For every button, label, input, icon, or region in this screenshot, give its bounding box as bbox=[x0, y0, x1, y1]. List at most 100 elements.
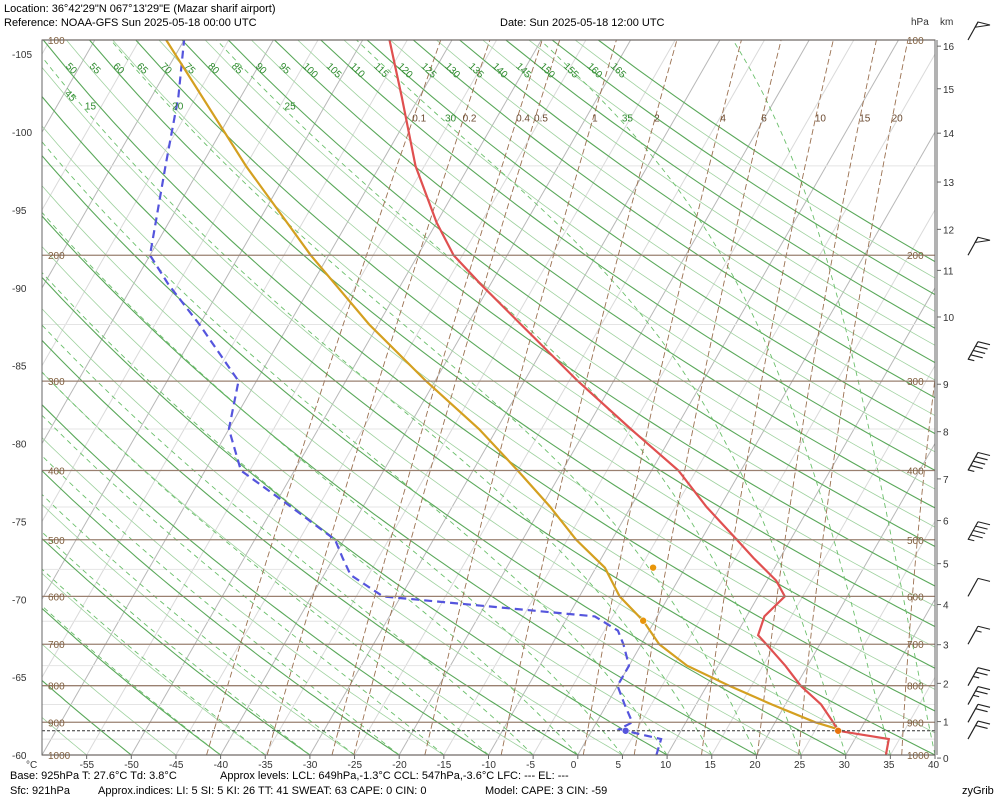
moist-adiabat-line bbox=[42, 141, 668, 755]
isotherm-line bbox=[398, 40, 810, 755]
model-cape-cin: Model: CAPE: 3 CIN: -59 bbox=[485, 785, 608, 797]
wind-barb-staff bbox=[967, 720, 979, 740]
moist-adiabat-line bbox=[42, 56, 713, 755]
dry-adiabat-line bbox=[42, 716, 87, 755]
dry-adiabat-line bbox=[42, 95, 935, 755]
left-temp-label: -85 bbox=[12, 362, 27, 373]
dry-adiabat-label: 65 bbox=[134, 61, 150, 77]
mixing-ratio-line bbox=[266, 40, 491, 755]
mixing-ratio-line bbox=[353, 40, 561, 755]
dry-adiabat-line bbox=[42, 66, 935, 734]
moist-adiabat-label: 15 bbox=[85, 101, 97, 112]
dry-adiabat-line bbox=[112, 40, 935, 648]
x-tick-label: 20 bbox=[749, 760, 761, 771]
isotherm-line bbox=[755, 442, 935, 755]
moist-adiabat-label: 20 bbox=[172, 101, 184, 112]
wind-barb-half bbox=[975, 630, 982, 633]
dry-adiabat-line bbox=[551, 40, 935, 296]
km-tick-label: 2 bbox=[943, 679, 949, 690]
pressure-label-left: 400 bbox=[48, 466, 65, 477]
x-tick-label: -35 bbox=[258, 760, 273, 771]
km-tick-label: 1 bbox=[943, 718, 949, 729]
dry-adiabat-line bbox=[42, 607, 221, 755]
moist-adiabat-label: 35 bbox=[622, 113, 634, 124]
wind-barb bbox=[967, 521, 991, 542]
mixing-ratio-label: 15 bbox=[859, 113, 871, 124]
isotherm-line bbox=[42, 40, 319, 523]
moist-adiabat-line bbox=[42, 493, 355, 755]
moist-adiabat-line bbox=[216, 40, 802, 755]
dry-adiabat-line bbox=[181, 40, 935, 587]
dry-adiabat-line bbox=[320, 40, 935, 472]
dry-adiabat-line bbox=[42, 154, 846, 755]
dry-adiabat-line bbox=[42, 404, 489, 755]
left-temp-label: -80 bbox=[12, 440, 27, 451]
pressure-label-left: 600 bbox=[48, 592, 65, 603]
wind-barb-staff bbox=[967, 667, 979, 687]
sounding-series-2 bbox=[165, 40, 840, 731]
isotherm-line bbox=[130, 40, 542, 755]
mixing-ratio-line bbox=[701, 40, 834, 755]
left-temp-label: -90 bbox=[12, 284, 27, 295]
dry-adiabat-label: 90 bbox=[253, 61, 269, 77]
wind-barb bbox=[967, 667, 991, 687]
mixing-ratio-label: 6 bbox=[761, 113, 767, 124]
mixing-ratio-line bbox=[424, 40, 617, 755]
isotherm-line bbox=[488, 40, 899, 755]
moist-adiabat-line bbox=[110, 40, 757, 755]
mixing-ratio-label: 4 bbox=[720, 113, 726, 124]
dry-adiabat-line bbox=[42, 437, 445, 755]
dry-adiabat-label: 80 bbox=[205, 61, 221, 77]
isotherm-line bbox=[711, 364, 935, 755]
dry-adiabat-line bbox=[412, 40, 935, 399]
wind-barb-half bbox=[968, 538, 975, 542]
pressure-label-left: 500 bbox=[48, 536, 65, 547]
wind-barb-staff bbox=[967, 578, 979, 597]
sfc-info: Sfc: 921hPa bbox=[10, 785, 70, 797]
dry-adiabat-line bbox=[135, 40, 935, 628]
x-tick-label: -10 bbox=[482, 760, 497, 771]
isotherm-line bbox=[220, 40, 632, 755]
mixing-ratio-label: 20 bbox=[892, 113, 904, 124]
mixing-ratio-line bbox=[901, 375, 935, 755]
pressure-label-left: 700 bbox=[48, 640, 65, 651]
dry-adiabat-line bbox=[158, 40, 935, 607]
dry-adiabat-line bbox=[227, 40, 935, 548]
dry-adiabat-label: 75 bbox=[182, 61, 198, 77]
left-temp-label: -70 bbox=[12, 595, 27, 606]
dry-adiabat-line bbox=[343, 40, 935, 453]
isotherm-line bbox=[42, 40, 51, 56]
dry-adiabat-line bbox=[66, 40, 935, 690]
pressure-label-left: 1000 bbox=[48, 751, 71, 762]
x-tick-label: -20 bbox=[392, 760, 407, 771]
wind-barb-half bbox=[968, 358, 975, 362]
dry-adiabat-line bbox=[42, 754, 43, 755]
pressure-label-right: 1000 bbox=[907, 751, 930, 762]
moist-adiabat-line bbox=[42, 271, 579, 755]
dry-adiabat-line bbox=[42, 643, 177, 755]
dry-adiabat-line bbox=[42, 215, 757, 755]
wind-barb-full bbox=[973, 529, 986, 535]
dry-adiabat-label: 95 bbox=[276, 61, 292, 77]
isotherm-line bbox=[42, 40, 364, 601]
isotherm-line bbox=[309, 40, 721, 755]
moist-adiabat-line bbox=[42, 324, 534, 755]
km-tick-label: 0 bbox=[943, 754, 949, 765]
dry-adiabat-line bbox=[436, 40, 935, 381]
dry-adiabat-label: 45 bbox=[62, 88, 78, 104]
wind-barb-staff bbox=[967, 625, 979, 645]
km-unit-label: km bbox=[940, 17, 954, 28]
left-temp-label: -60 bbox=[12, 751, 27, 762]
isotherm-line bbox=[800, 520, 935, 755]
mixing-ratio-label: 10 bbox=[815, 113, 827, 124]
dry-adiabat-label: 115 bbox=[371, 61, 390, 80]
km-tick-label: 4 bbox=[943, 601, 949, 612]
zygrib-brand: zyGrib bbox=[962, 785, 994, 797]
dry-adiabat-line bbox=[251, 40, 935, 528]
mixing-ratio-line bbox=[798, 40, 909, 755]
wind-barb bbox=[967, 21, 991, 41]
mixing-ratio-line bbox=[757, 40, 877, 755]
dry-adiabat-line bbox=[204, 40, 935, 567]
moist-adiabat-line bbox=[42, 371, 489, 755]
km-tick-label: 13 bbox=[943, 178, 955, 189]
